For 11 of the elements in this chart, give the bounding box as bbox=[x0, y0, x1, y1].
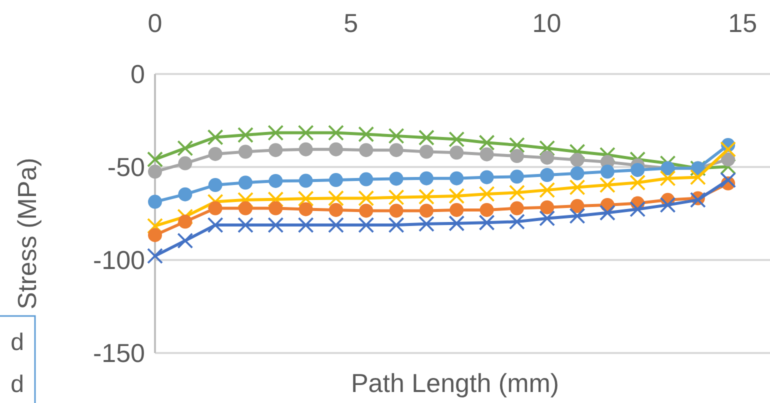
y-tick-label: -100 bbox=[92, 245, 145, 276]
y-axis-title: Stress (MPa) bbox=[12, 158, 42, 310]
y-tick-label: -150 bbox=[92, 338, 145, 368]
y-tick-label: 0 bbox=[130, 59, 145, 90]
x-tick-label: 5 bbox=[344, 8, 358, 38]
y-tick-label: -50 bbox=[107, 152, 145, 182]
x-tick-label: 15 bbox=[728, 8, 758, 38]
text: d bbox=[10, 371, 24, 398]
text: d bbox=[10, 329, 24, 356]
x-tick-label: 10 bbox=[532, 8, 562, 38]
x-axis-title: Path Length (mm) bbox=[350, 368, 560, 398]
